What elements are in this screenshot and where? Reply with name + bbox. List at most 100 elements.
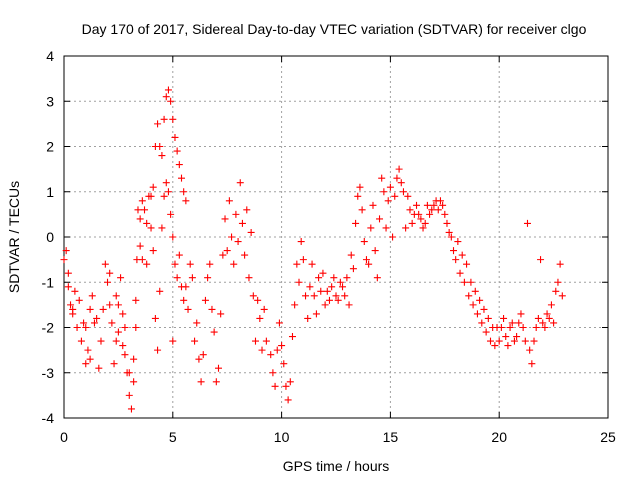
x-tick-label: 0 — [60, 429, 68, 445]
data-point — [289, 333, 296, 340]
data-point — [500, 315, 507, 322]
data-point — [195, 356, 202, 363]
sdtvar-chart: Day 170 of 2017, Sidereal Day-to-day VTE… — [0, 0, 640, 480]
x-tick-label: 15 — [383, 429, 399, 445]
data-point — [328, 283, 335, 290]
data-point — [470, 301, 477, 308]
data-point — [169, 116, 176, 123]
data-point — [343, 274, 350, 281]
data-points — [61, 86, 566, 412]
data-point — [137, 215, 144, 222]
data-point — [95, 365, 102, 372]
data-point — [126, 392, 133, 399]
data-point — [119, 342, 126, 349]
data-point — [259, 347, 266, 354]
data-point — [461, 279, 468, 286]
data-point — [385, 197, 392, 204]
data-point — [248, 229, 255, 236]
data-point — [100, 306, 107, 313]
data-point — [528, 360, 535, 367]
data-point — [441, 211, 448, 218]
data-point — [232, 211, 239, 218]
data-point — [552, 288, 559, 295]
data-point — [137, 243, 144, 250]
data-point — [143, 220, 150, 227]
data-point — [204, 274, 211, 281]
data-point — [139, 197, 146, 204]
data-point — [76, 297, 83, 304]
y-tick-label: 3 — [46, 93, 54, 109]
data-point — [491, 342, 498, 349]
data-point — [134, 206, 141, 213]
y-tick-label: 4 — [46, 48, 54, 64]
data-point — [163, 93, 170, 100]
data-point — [148, 224, 155, 231]
data-point — [215, 365, 222, 372]
data-point — [121, 324, 128, 331]
y-tick-label: 2 — [46, 139, 54, 155]
data-point — [472, 288, 479, 295]
data-point — [152, 315, 159, 322]
data-point — [298, 238, 305, 245]
data-point — [61, 256, 68, 263]
data-point — [278, 342, 285, 349]
data-point — [84, 347, 91, 354]
data-point — [296, 279, 303, 286]
data-point — [515, 319, 522, 326]
data-point — [378, 175, 385, 182]
data-point — [87, 306, 94, 313]
data-point — [185, 306, 192, 313]
data-point — [478, 319, 485, 326]
data-point — [311, 292, 318, 299]
x-tick-label: 5 — [169, 429, 177, 445]
data-point — [226, 197, 233, 204]
data-point — [554, 279, 561, 286]
data-point — [291, 301, 298, 308]
data-point — [537, 256, 544, 263]
data-point — [387, 184, 394, 191]
data-point — [282, 383, 289, 390]
data-point — [531, 338, 538, 345]
data-point — [102, 261, 109, 268]
data-point — [520, 324, 527, 331]
y-tick-label: -2 — [42, 320, 55, 336]
data-point — [352, 220, 359, 227]
data-point — [141, 206, 148, 213]
data-point — [524, 220, 531, 227]
data-point — [361, 238, 368, 245]
data-point — [517, 310, 524, 317]
data-point — [326, 297, 333, 304]
data-point — [65, 270, 72, 277]
data-point — [156, 143, 163, 150]
data-point — [143, 261, 150, 268]
data-point — [158, 224, 165, 231]
data-point — [202, 297, 209, 304]
data-point — [306, 283, 313, 290]
data-point — [322, 301, 329, 308]
data-point — [74, 324, 81, 331]
data-point — [313, 310, 320, 317]
y-tick-label: 1 — [46, 184, 54, 200]
data-point — [372, 247, 379, 254]
data-point — [165, 86, 172, 93]
y-tick-label: -3 — [42, 365, 55, 381]
data-point — [130, 378, 137, 385]
data-point — [237, 179, 244, 186]
data-point — [250, 292, 257, 299]
data-point — [113, 338, 120, 345]
data-point — [406, 206, 413, 213]
data-point — [504, 342, 511, 349]
data-point — [97, 338, 104, 345]
data-point — [106, 301, 113, 308]
data-point — [302, 292, 309, 299]
data-point — [404, 193, 411, 200]
data-point — [359, 206, 366, 213]
data-point — [522, 338, 529, 345]
data-point — [483, 329, 490, 336]
data-point — [113, 292, 120, 299]
data-point — [211, 329, 218, 336]
data-point — [487, 338, 494, 345]
data-point — [182, 197, 189, 204]
data-point — [182, 283, 189, 290]
x-tick-label: 25 — [600, 429, 616, 445]
